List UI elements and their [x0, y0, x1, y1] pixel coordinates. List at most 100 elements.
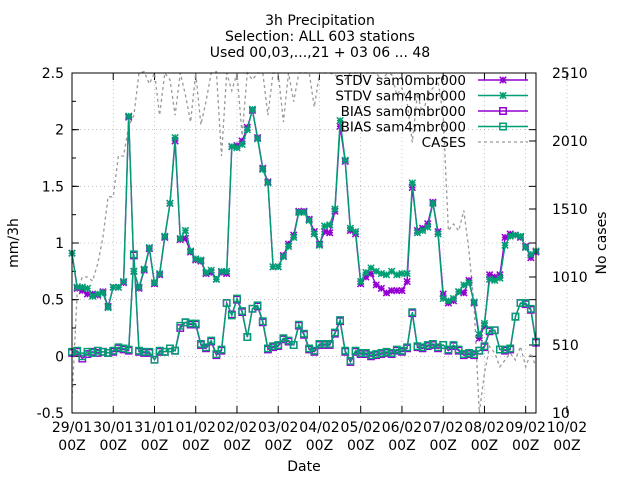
x-axis-ticks: 29/01 00Z 30/01 00Z 31/01 00Z 01/02 00Z 02/02 00Z… — [52, 73, 587, 454]
data-point — [300, 208, 308, 217]
data-point — [114, 283, 123, 291]
x-tick-label-day: 01/02 — [176, 420, 216, 436]
data-point — [258, 317, 267, 326]
data-point — [114, 343, 123, 352]
data-point — [434, 230, 442, 238]
data-point — [150, 278, 159, 287]
data-point — [279, 252, 288, 261]
data-point — [212, 275, 221, 283]
y2-tick-label: 10 — [552, 406, 570, 422]
y2-tick-label: 510 — [552, 338, 579, 354]
x-axis-label: Date — [287, 459, 320, 475]
data-point — [480, 342, 489, 351]
data-point — [300, 329, 308, 338]
plot-area — [68, 70, 540, 414]
y-tick-label: 2 — [55, 123, 64, 139]
data-point — [248, 304, 257, 313]
data-point — [516, 232, 525, 240]
data-point — [449, 341, 458, 349]
data-point — [207, 266, 215, 274]
data-point — [470, 350, 479, 358]
x-tick-label-day: 09/02 — [506, 420, 546, 436]
data-point — [480, 319, 489, 328]
data-point — [104, 349, 112, 357]
data-point — [181, 226, 190, 235]
y-tick-label: -0.5 — [37, 406, 64, 422]
data-point — [362, 273, 370, 281]
data-point — [434, 343, 442, 352]
title-line-1: 3h Precipitation — [265, 13, 375, 29]
series-line — [71, 70, 537, 414]
data-point — [367, 269, 375, 278]
series-line — [71, 254, 537, 363]
data-point — [372, 267, 380, 276]
data-point — [233, 294, 241, 303]
legend-marker — [499, 91, 507, 100]
data-point — [202, 268, 210, 277]
data-point — [310, 230, 319, 238]
data-point — [475, 346, 484, 355]
data-point — [135, 283, 143, 291]
data-point — [506, 232, 514, 240]
series-line — [71, 110, 537, 341]
data-point — [423, 341, 432, 349]
data-point — [289, 233, 298, 242]
x-tick-label-hour: 00Z — [141, 438, 168, 454]
data-point — [166, 199, 174, 208]
y2-tick-label: 2510 — [552, 66, 588, 82]
series-bias-sam4mbr000 — [68, 250, 540, 365]
data-point — [176, 321, 185, 330]
data-point — [227, 311, 236, 320]
data-point — [459, 350, 468, 358]
data-point — [222, 299, 231, 307]
data-point — [119, 344, 128, 353]
data-point — [367, 264, 375, 272]
data-point — [228, 142, 236, 151]
data-point — [109, 283, 117, 291]
data-point — [192, 255, 200, 263]
data-point — [191, 319, 200, 328]
data-point — [197, 256, 205, 264]
data-point — [155, 346, 164, 355]
data-point — [248, 105, 257, 113]
data-point — [377, 284, 386, 293]
data-point — [171, 346, 180, 355]
data-point — [243, 125, 252, 134]
data-point — [336, 316, 344, 324]
data-point — [377, 349, 386, 357]
y2-tick-label: 1010 — [552, 270, 588, 286]
x-tick-label-hour: 00Z — [306, 438, 333, 454]
data-point — [413, 342, 422, 351]
x-tick-label-hour: 00Z — [471, 438, 498, 454]
data-point — [320, 222, 329, 230]
data-point — [527, 254, 535, 262]
data-point — [305, 216, 313, 225]
data-point — [305, 344, 314, 353]
data-point — [496, 274, 504, 282]
data-point — [160, 347, 169, 356]
data-point — [78, 286, 87, 295]
y-axis-ticks: -0.5 0 0.5 1 1.5 2 2.5 — [37, 66, 536, 422]
plot-frame — [71, 72, 537, 414]
data-point — [217, 267, 226, 276]
data-point — [315, 241, 324, 249]
data-point — [372, 350, 381, 358]
x-tick-label-day: 04/02 — [299, 420, 339, 436]
data-point — [310, 346, 319, 355]
data-point — [264, 179, 272, 187]
data-point — [403, 269, 411, 278]
data-point — [294, 320, 303, 329]
data-point — [506, 344, 515, 353]
x-tick-label-hour: 00Z — [182, 438, 209, 454]
data-point — [202, 343, 210, 352]
x-tick-label-day: 05/02 — [341, 420, 381, 436]
data-point — [88, 349, 97, 357]
data-point — [408, 179, 416, 187]
data-point — [408, 308, 417, 317]
data-point — [392, 345, 401, 354]
data-point — [238, 140, 246, 149]
data-point — [491, 276, 499, 285]
legend-label: BIAS sam4mbr000 — [341, 120, 466, 136]
data-point — [161, 232, 169, 240]
data-point — [274, 263, 282, 271]
